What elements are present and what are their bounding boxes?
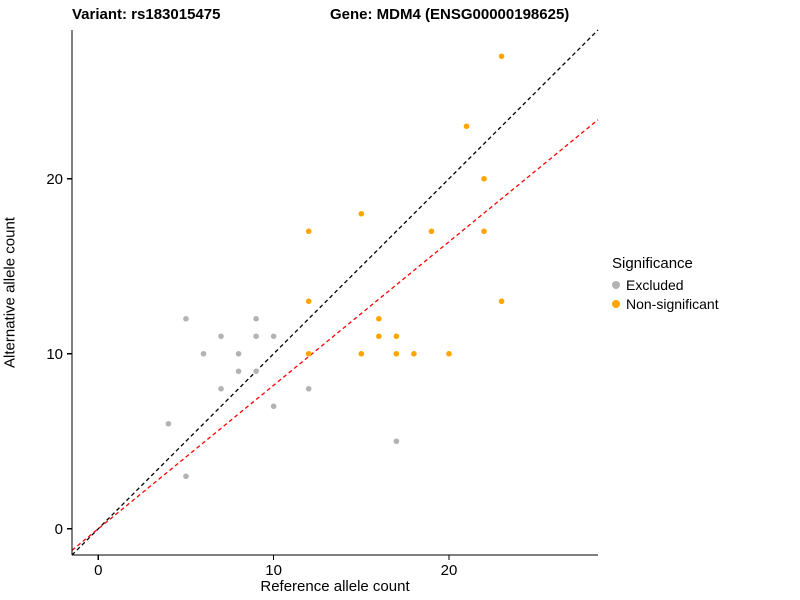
data-point (481, 228, 487, 235)
legend-item-non-significant: Non-significant (612, 294, 719, 313)
data-point (376, 333, 382, 340)
data-point (358, 210, 365, 217)
legend-item-label: Non-significant (626, 295, 719, 312)
data-point (253, 333, 259, 340)
data-point (481, 175, 487, 182)
data-point (305, 298, 312, 305)
data-point (305, 385, 312, 392)
x-axis-title: Reference allele count (260, 578, 410, 595)
data-point (393, 350, 400, 357)
y-tick-label: 10 (46, 346, 63, 363)
y-tick-label: 0 (55, 521, 63, 538)
data-point (463, 123, 470, 130)
data-point (253, 368, 259, 375)
regression-line (71, 119, 599, 551)
x-tick-label: 0 (94, 562, 102, 579)
data-point (183, 473, 189, 480)
data-point (428, 228, 435, 235)
x-tick-label: 20 (441, 562, 458, 579)
non-significant-dot-icon (612, 299, 620, 308)
data-point (218, 333, 224, 340)
legend: Significance Excluded Non-significant (612, 255, 719, 313)
data-point (498, 53, 505, 60)
data-point (393, 438, 400, 445)
x-tick-label: 10 (265, 562, 282, 579)
data-point (393, 333, 400, 340)
data-point (253, 315, 259, 322)
gene-title: Gene: MDM4 (ENSG00000198625) (330, 6, 570, 23)
data-point (305, 350, 312, 357)
data-point (235, 350, 242, 357)
data-point (446, 350, 452, 357)
y-axis-title: Alternative allele count (1, 217, 19, 368)
data-point (200, 350, 207, 357)
legend-item-label: Excluded (626, 276, 684, 293)
data-point (358, 350, 365, 357)
identity-line (71, 29, 599, 556)
data-point (498, 298, 505, 305)
data-point (270, 333, 277, 340)
data-point (305, 228, 312, 235)
variant-title: Variant: rs183015475 (72, 6, 221, 23)
legend-item-excluded: Excluded (612, 275, 719, 294)
data-point (270, 403, 277, 410)
data-point (411, 350, 417, 357)
data-point (235, 368, 242, 375)
data-point (183, 315, 189, 322)
data-point (376, 315, 382, 322)
excluded-dot-icon (612, 280, 620, 289)
y-tick-label: 20 (46, 171, 63, 188)
legend-title: Significance (612, 255, 693, 272)
data-point (165, 420, 172, 427)
data-point (218, 385, 224, 392)
